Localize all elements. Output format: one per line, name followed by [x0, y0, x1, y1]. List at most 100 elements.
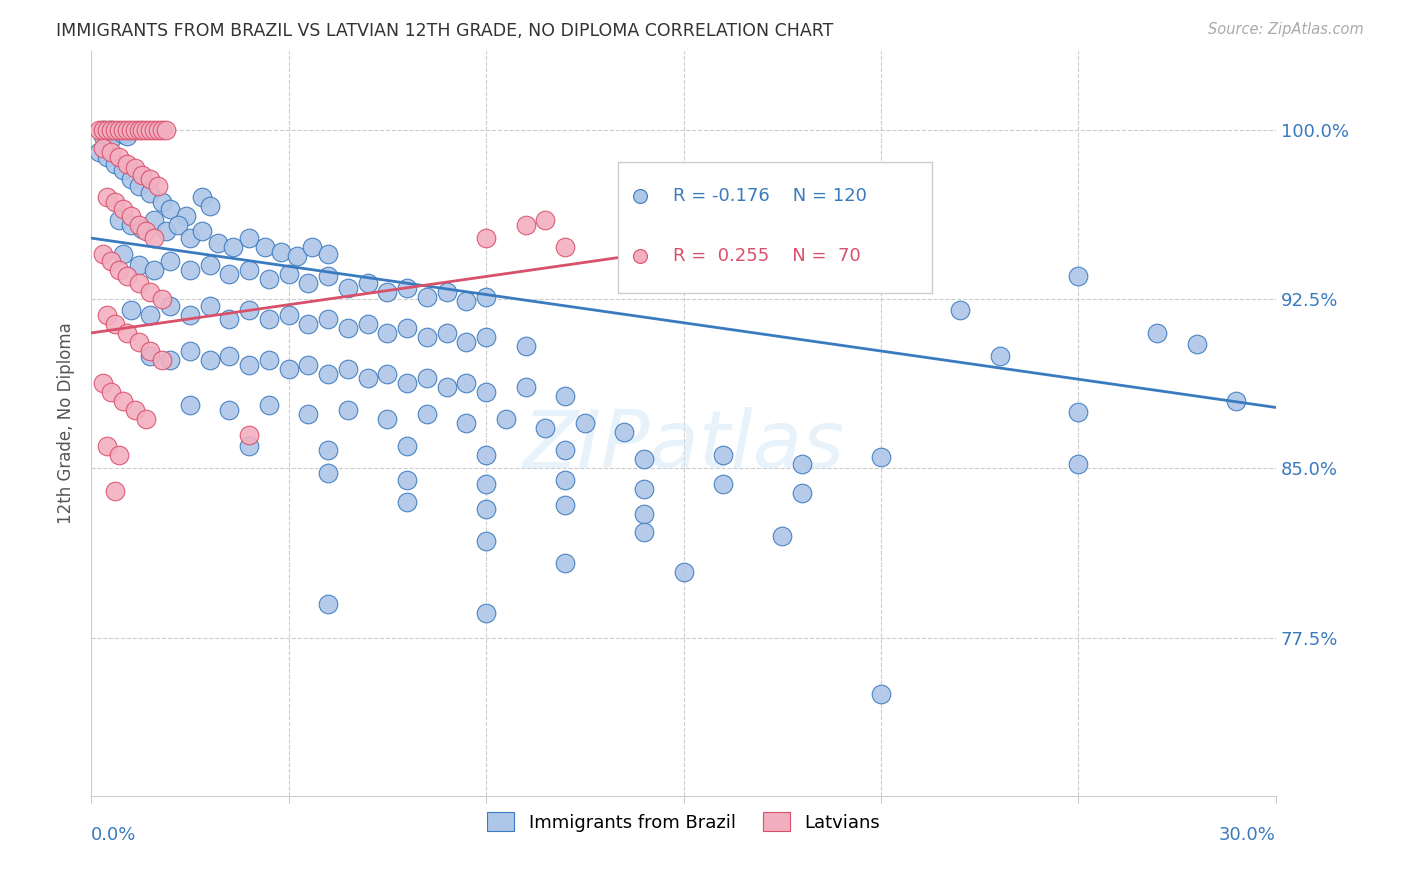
Text: Source: ZipAtlas.com: Source: ZipAtlas.com — [1208, 22, 1364, 37]
Point — [124, 122, 146, 136]
Point — [150, 194, 173, 209]
Point — [988, 349, 1011, 363]
Point — [218, 349, 240, 363]
Point — [475, 231, 498, 245]
Point — [107, 125, 129, 139]
Point — [277, 267, 299, 281]
Legend: Immigrants from Brazil, Latvians: Immigrants from Brazil, Latvians — [479, 805, 887, 839]
Point — [104, 194, 127, 209]
Point — [120, 209, 142, 223]
Point — [336, 321, 359, 335]
Point — [107, 448, 129, 462]
Point — [770, 529, 793, 543]
FancyBboxPatch shape — [619, 162, 932, 293]
Point — [115, 269, 138, 284]
Point — [396, 439, 419, 453]
Point — [115, 326, 138, 340]
Point — [396, 376, 419, 390]
Point — [534, 213, 557, 227]
Point — [416, 407, 439, 421]
Point — [475, 502, 498, 516]
Point — [456, 294, 478, 309]
Point — [159, 253, 181, 268]
Point — [285, 249, 308, 263]
Point — [150, 122, 173, 136]
Point — [198, 258, 221, 272]
Text: IMMIGRANTS FROM BRAZIL VS LATVIAN 12TH GRADE, NO DIPLOMA CORRELATION CHART: IMMIGRANTS FROM BRAZIL VS LATVIAN 12TH G… — [56, 22, 834, 40]
Point — [316, 247, 339, 261]
Point — [633, 524, 655, 539]
Point — [377, 326, 399, 340]
Point — [96, 125, 118, 139]
Point — [174, 209, 197, 223]
Point — [222, 240, 245, 254]
Point — [554, 498, 576, 512]
Point — [139, 172, 162, 186]
Point — [416, 290, 439, 304]
Point — [910, 258, 932, 272]
Point — [336, 362, 359, 376]
Point — [297, 358, 319, 372]
Point — [238, 231, 260, 245]
Point — [111, 202, 134, 216]
Point — [515, 218, 537, 232]
Point — [456, 376, 478, 390]
Point — [277, 308, 299, 322]
Point — [159, 353, 181, 368]
Point — [633, 507, 655, 521]
Point — [396, 281, 419, 295]
Point — [150, 353, 173, 368]
Point — [257, 271, 280, 285]
Point — [316, 367, 339, 381]
Point — [100, 145, 122, 160]
Point — [257, 312, 280, 326]
Point — [316, 466, 339, 480]
Point — [316, 269, 339, 284]
Point — [436, 285, 458, 300]
Point — [143, 122, 166, 136]
Point — [790, 457, 813, 471]
Point — [238, 439, 260, 453]
Point — [143, 262, 166, 277]
Point — [111, 122, 134, 136]
Point — [475, 448, 498, 462]
Point — [1067, 269, 1090, 284]
Point — [277, 362, 299, 376]
Point — [120, 172, 142, 186]
Point — [139, 308, 162, 322]
Point — [475, 330, 498, 344]
Point — [336, 402, 359, 417]
Point — [111, 393, 134, 408]
Point — [179, 398, 201, 412]
Point — [356, 277, 378, 291]
Point — [131, 222, 153, 236]
Point — [436, 380, 458, 394]
Point — [91, 247, 114, 261]
Point — [135, 122, 157, 136]
Point — [111, 163, 134, 178]
Point — [104, 483, 127, 498]
Text: R =  0.255    N =  70: R = 0.255 N = 70 — [673, 246, 860, 265]
Point — [198, 353, 221, 368]
Point — [190, 224, 212, 238]
Point — [120, 122, 142, 136]
Point — [316, 443, 339, 458]
Point — [96, 308, 118, 322]
Point — [179, 231, 201, 245]
Point — [104, 156, 127, 170]
Point — [100, 122, 122, 136]
Point — [96, 190, 118, 204]
Point — [870, 687, 893, 701]
Point — [554, 556, 576, 570]
Point — [198, 199, 221, 213]
Point — [96, 150, 118, 164]
Point — [633, 482, 655, 496]
Point — [456, 334, 478, 349]
Point — [870, 450, 893, 464]
Point — [107, 150, 129, 164]
Text: 30.0%: 30.0% — [1219, 826, 1277, 844]
Point — [104, 317, 127, 331]
Point — [672, 566, 695, 580]
Point — [554, 473, 576, 487]
Point — [159, 299, 181, 313]
